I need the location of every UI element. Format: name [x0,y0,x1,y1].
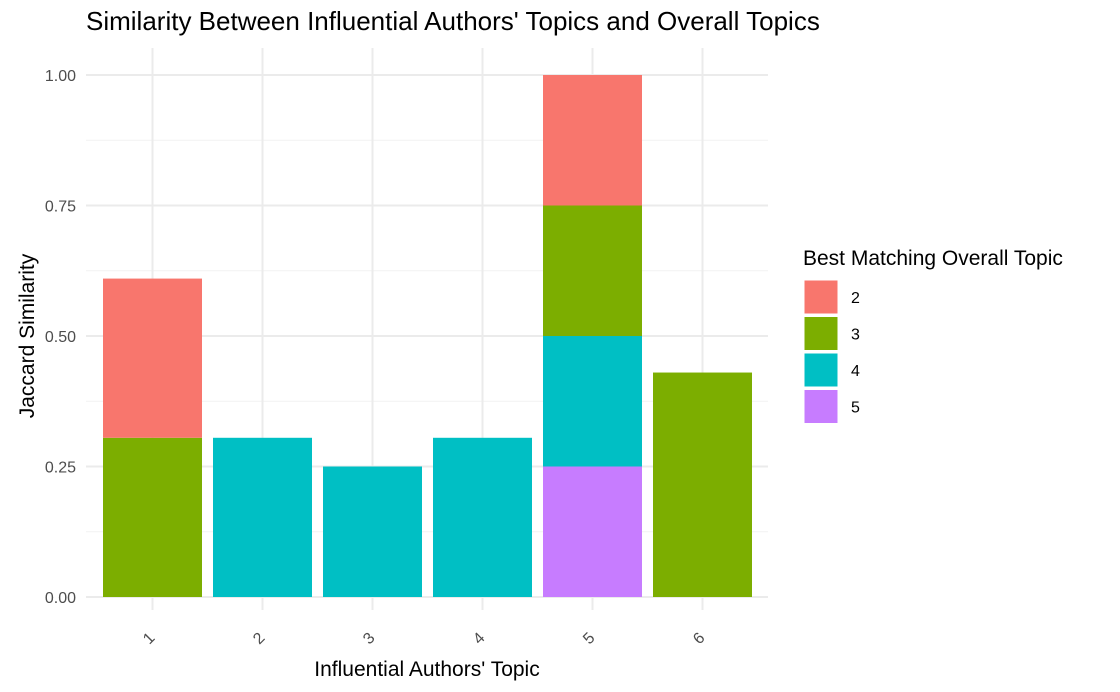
legend-title: Best Matching Overall Topic [803,247,1063,270]
legend-swatch-2 [803,279,839,315]
x-tick-label: 3 [360,630,378,648]
legend-label-4: 4 [851,363,860,380]
bar-segment-cat2-topic4 [213,437,312,597]
y-tick-label: 0.25 [45,460,76,477]
bar-segment-cat4-topic4 [433,437,532,597]
x-tick-label: 5 [580,630,598,648]
y-tick-label: 1.00 [45,68,76,85]
y-tick-label: 0.50 [45,329,76,346]
x-tick-label: 4 [470,630,488,648]
bar-segment-cat5-topic3 [543,205,642,336]
legend-label-3: 3 [851,327,860,344]
x-tick-label: 2 [250,630,268,648]
bar-segment-cat1-topic3 [103,437,202,597]
bar-segment-cat5-topic4 [543,336,642,467]
bars [103,75,752,597]
chart-title: Similarity Between Influential Authors' … [86,6,820,36]
y-tick-label: 0.00 [45,590,76,607]
legend-swatch-4 [803,352,839,388]
x-axis-title: Influential Authors' Topic [314,658,539,681]
x-tick-label: 6 [690,630,708,648]
bar-segment-cat1-topic2 [103,278,202,438]
y-axis-title: Jaccard Similarity [16,253,39,418]
legend-label-5: 5 [851,400,860,417]
legend-swatch-5 [803,389,839,424]
x-tick-label: 1 [140,630,158,648]
legend-swatch-3 [803,316,839,351]
bar-segment-cat5-topic2 [543,75,642,206]
legend-items: 2 3 4 5 [803,279,860,424]
legend: Best Matching Overall Topic 2 3 4 5 [803,247,1063,424]
bar-segment-cat6-topic3 [653,372,752,597]
y-tick-label: 0.75 [45,199,76,216]
bar-segment-cat3-topic4 [323,466,422,597]
bar-segment-cat5-topic5 [543,466,642,597]
legend-label-2: 2 [851,290,860,307]
